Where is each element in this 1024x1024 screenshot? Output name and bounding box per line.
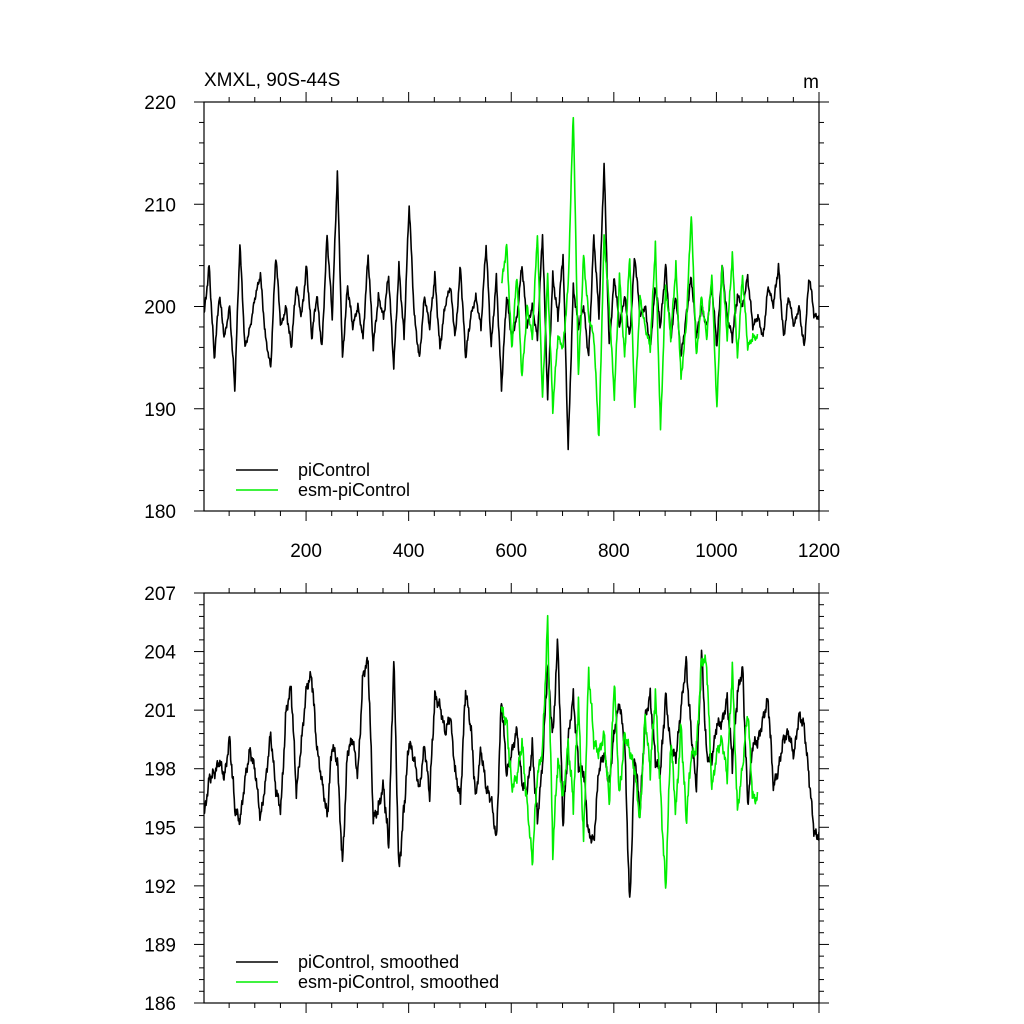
y-tick-label: 190 (144, 400, 176, 421)
top-panel: 200 400 600 800 1000 1200 180 190 200 210 220 XMXL,… (144, 70, 840, 562)
x-tick-label: 400 (393, 541, 425, 562)
y-tick-label: 180 (144, 502, 176, 523)
y-tick-label: 201 (144, 701, 176, 722)
y-tick-label: 220 (144, 93, 176, 114)
y-tick-label: 189 (144, 935, 176, 956)
legend-label: esm-piControl, smoothed (298, 972, 499, 992)
legend-label: esm-piControl (298, 480, 410, 500)
legend-label: piControl (298, 460, 370, 480)
y-tick-label: 207 (144, 584, 176, 605)
chart-title: XMXL, 90S-44S (204, 70, 340, 91)
y-tick-label: 200 (144, 298, 176, 319)
y-tick-label: 192 (144, 877, 176, 898)
series-line-esm-picontrol-smoothed (500, 614, 759, 889)
units-label: m (803, 72, 819, 93)
series-line-picontrol (204, 162, 819, 451)
bottom-panel: 186 189 192 195 198 201 204 207 piControl, smoot… (144, 583, 829, 1015)
y-tick-label: 204 (144, 643, 176, 664)
legend-label: piControl, smoothed (298, 952, 459, 972)
x-tick-label: 1000 (695, 541, 737, 562)
y-tick-label: 198 (144, 760, 176, 781)
x-tick-label: 600 (495, 541, 527, 562)
series-line-picontrol-smoothed (204, 638, 819, 898)
y-tick-label: 186 (144, 994, 176, 1015)
x-tick-label: 200 (290, 541, 322, 562)
y-tick-label: 195 (144, 818, 176, 839)
series-line-esm-picontrol (500, 116, 759, 437)
x-tick-label: 800 (598, 541, 630, 562)
x-tick-label: 1200 (798, 541, 840, 562)
y-tick-label: 210 (144, 195, 176, 216)
